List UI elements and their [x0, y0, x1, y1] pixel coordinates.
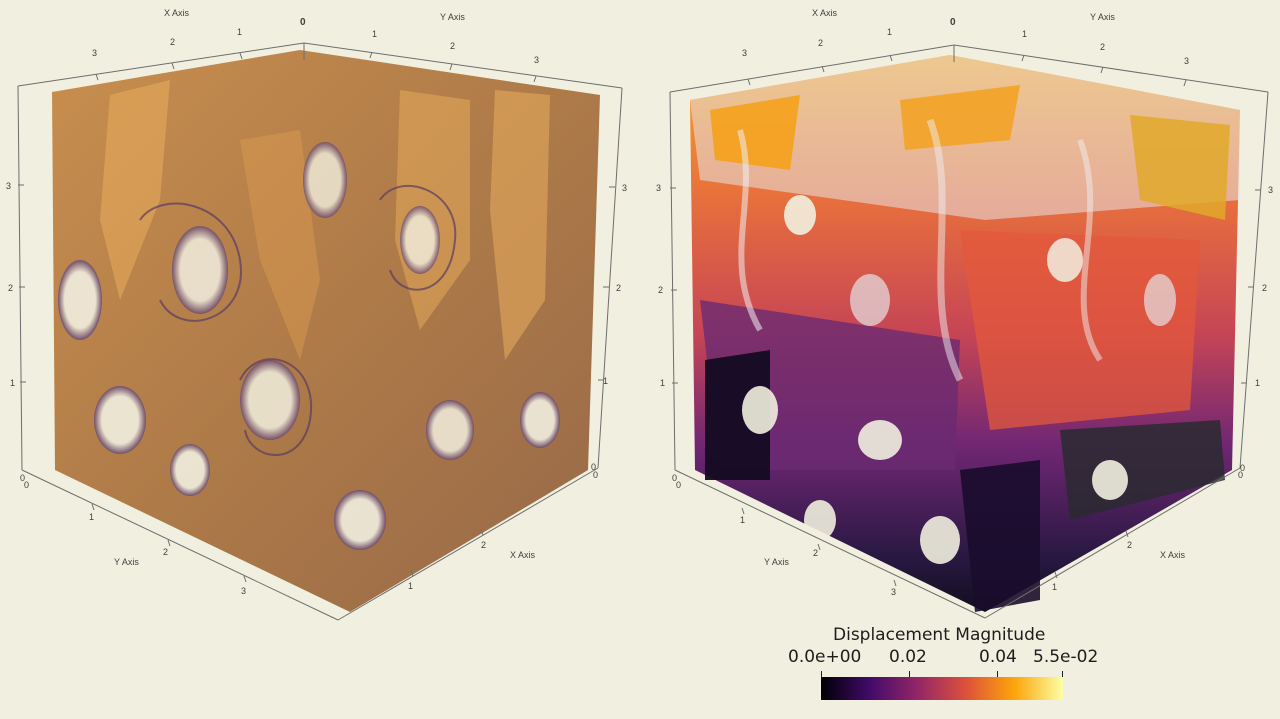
- left-axes-box: [17, 42, 623, 621]
- right-right-vert-tick: 0: [1240, 463, 1245, 473]
- left-bottom-x-title: X Axis: [510, 550, 536, 560]
- left-top-y-tick: 1: [372, 29, 377, 39]
- right-left-vert-tick: 2: [658, 285, 663, 295]
- left-top-zero: 0: [300, 17, 306, 28]
- left-axes-labels: X Axis Y Axis 0 3 2 1 1 2 3 3 2 1 0 0 3 …: [6, 8, 627, 596]
- colorbar-tick: [909, 671, 910, 678]
- right-right-vert-tick: 3: [1268, 185, 1273, 195]
- right-right-vert-tick: 1: [1255, 378, 1260, 388]
- right-top-y-tick: 1: [1022, 29, 1027, 39]
- colorbar-tick: [997, 671, 998, 678]
- right-bottom-y-title: Y Axis: [764, 557, 789, 567]
- left-bottom-y-tick: 3: [241, 586, 246, 596]
- left-top-x-tick: 1: [237, 27, 242, 37]
- left-vert-tick: 1: [10, 378, 15, 388]
- left-top-y-tick: 2: [450, 41, 455, 51]
- colorbar-tick: [821, 671, 822, 678]
- right-axes-labels: X Axis Y Axis 0 3 2 1 1 2 3 3 2 1 0 0 3 …: [656, 8, 1273, 597]
- right-y-axis-title: Y Axis: [1090, 12, 1115, 22]
- right-vert-tick: 0: [591, 462, 596, 472]
- right-right-vert-tick: 2: [1262, 283, 1267, 293]
- right-vert-tick: 1: [603, 376, 608, 386]
- left-vert-tick-extra: 0: [24, 480, 29, 490]
- right-top-x-tick: 2: [818, 38, 823, 48]
- right-bottom-x-tick: 2: [1127, 540, 1132, 550]
- colorbar-label-002: 0.02: [889, 647, 927, 667]
- right-top-zero: 0: [950, 17, 956, 28]
- right-displacement-volume: [690, 55, 1240, 612]
- right-vert-tick: 2: [616, 283, 621, 293]
- right-left-vert-tick: 1: [660, 378, 665, 388]
- right-top-y-tick: 2: [1100, 42, 1105, 52]
- right-bottom-y-tick: 3: [891, 587, 896, 597]
- colorbar-gradient: [821, 677, 1063, 700]
- colorbar-label-004: 0.04: [979, 647, 1017, 667]
- right-right-vert-tick-extra: 0: [1238, 470, 1243, 480]
- left-x-axis-title: X Axis: [164, 8, 190, 18]
- right-top-x-tick: 1: [887, 27, 892, 37]
- right-left-vert-tick-extra: 0: [676, 480, 681, 490]
- right-left-vert-tick: 3: [656, 183, 661, 193]
- right-top-x-tick: 3: [742, 48, 747, 58]
- right-top-y-tick: 3: [1184, 56, 1189, 66]
- left-vert-tick: 0: [20, 473, 25, 483]
- right-bottom-x-title: X Axis: [1160, 550, 1186, 560]
- right-view[interactable]: X Axis Y Axis 0 3 2 1 1 2 3 3 2 1 0 0 3 …: [656, 8, 1273, 619]
- colorbar-title: Displacement Magnitude: [833, 625, 1046, 645]
- left-bone-volume: [52, 50, 600, 612]
- colorbar-tick: [1062, 671, 1063, 678]
- left-bottom-y-title: Y Axis: [114, 557, 139, 567]
- right-bottom-y-tick: 1: [740, 515, 745, 525]
- colorbar-label-min: 0.0e+00: [788, 647, 862, 667]
- right-axes-box: [669, 44, 1269, 619]
- left-top-y-tick: 3: [534, 55, 539, 65]
- left-y-axis-title: Y Axis: [440, 12, 465, 22]
- right-vert-tick: 3: [622, 183, 627, 193]
- colorbar-label-max: 5.5e-02: [1033, 647, 1099, 667]
- right-bottom-x-tick: 1: [1052, 582, 1057, 592]
- left-top-x-tick: 3: [92, 48, 97, 58]
- left-bottom-x-tick: 2: [481, 540, 486, 550]
- left-view[interactable]: X Axis Y Axis 0 3 2 1 1 2 3 3 2 1 0 0 3 …: [6, 8, 627, 621]
- right-left-vert-tick: 0: [672, 473, 677, 483]
- right-bottom-y-tick: 2: [813, 548, 818, 558]
- left-bottom-x-tick: 1: [408, 581, 413, 591]
- left-bottom-y-tick: 1: [89, 512, 94, 522]
- left-vert-tick: 3: [6, 181, 11, 191]
- left-bottom-y-tick: 2: [163, 547, 168, 557]
- right-x-axis-title: X Axis: [812, 8, 838, 18]
- left-vert-tick: 2: [8, 283, 13, 293]
- left-top-x-tick: 2: [170, 37, 175, 47]
- right-vert-tick-extra: 0: [593, 470, 598, 480]
